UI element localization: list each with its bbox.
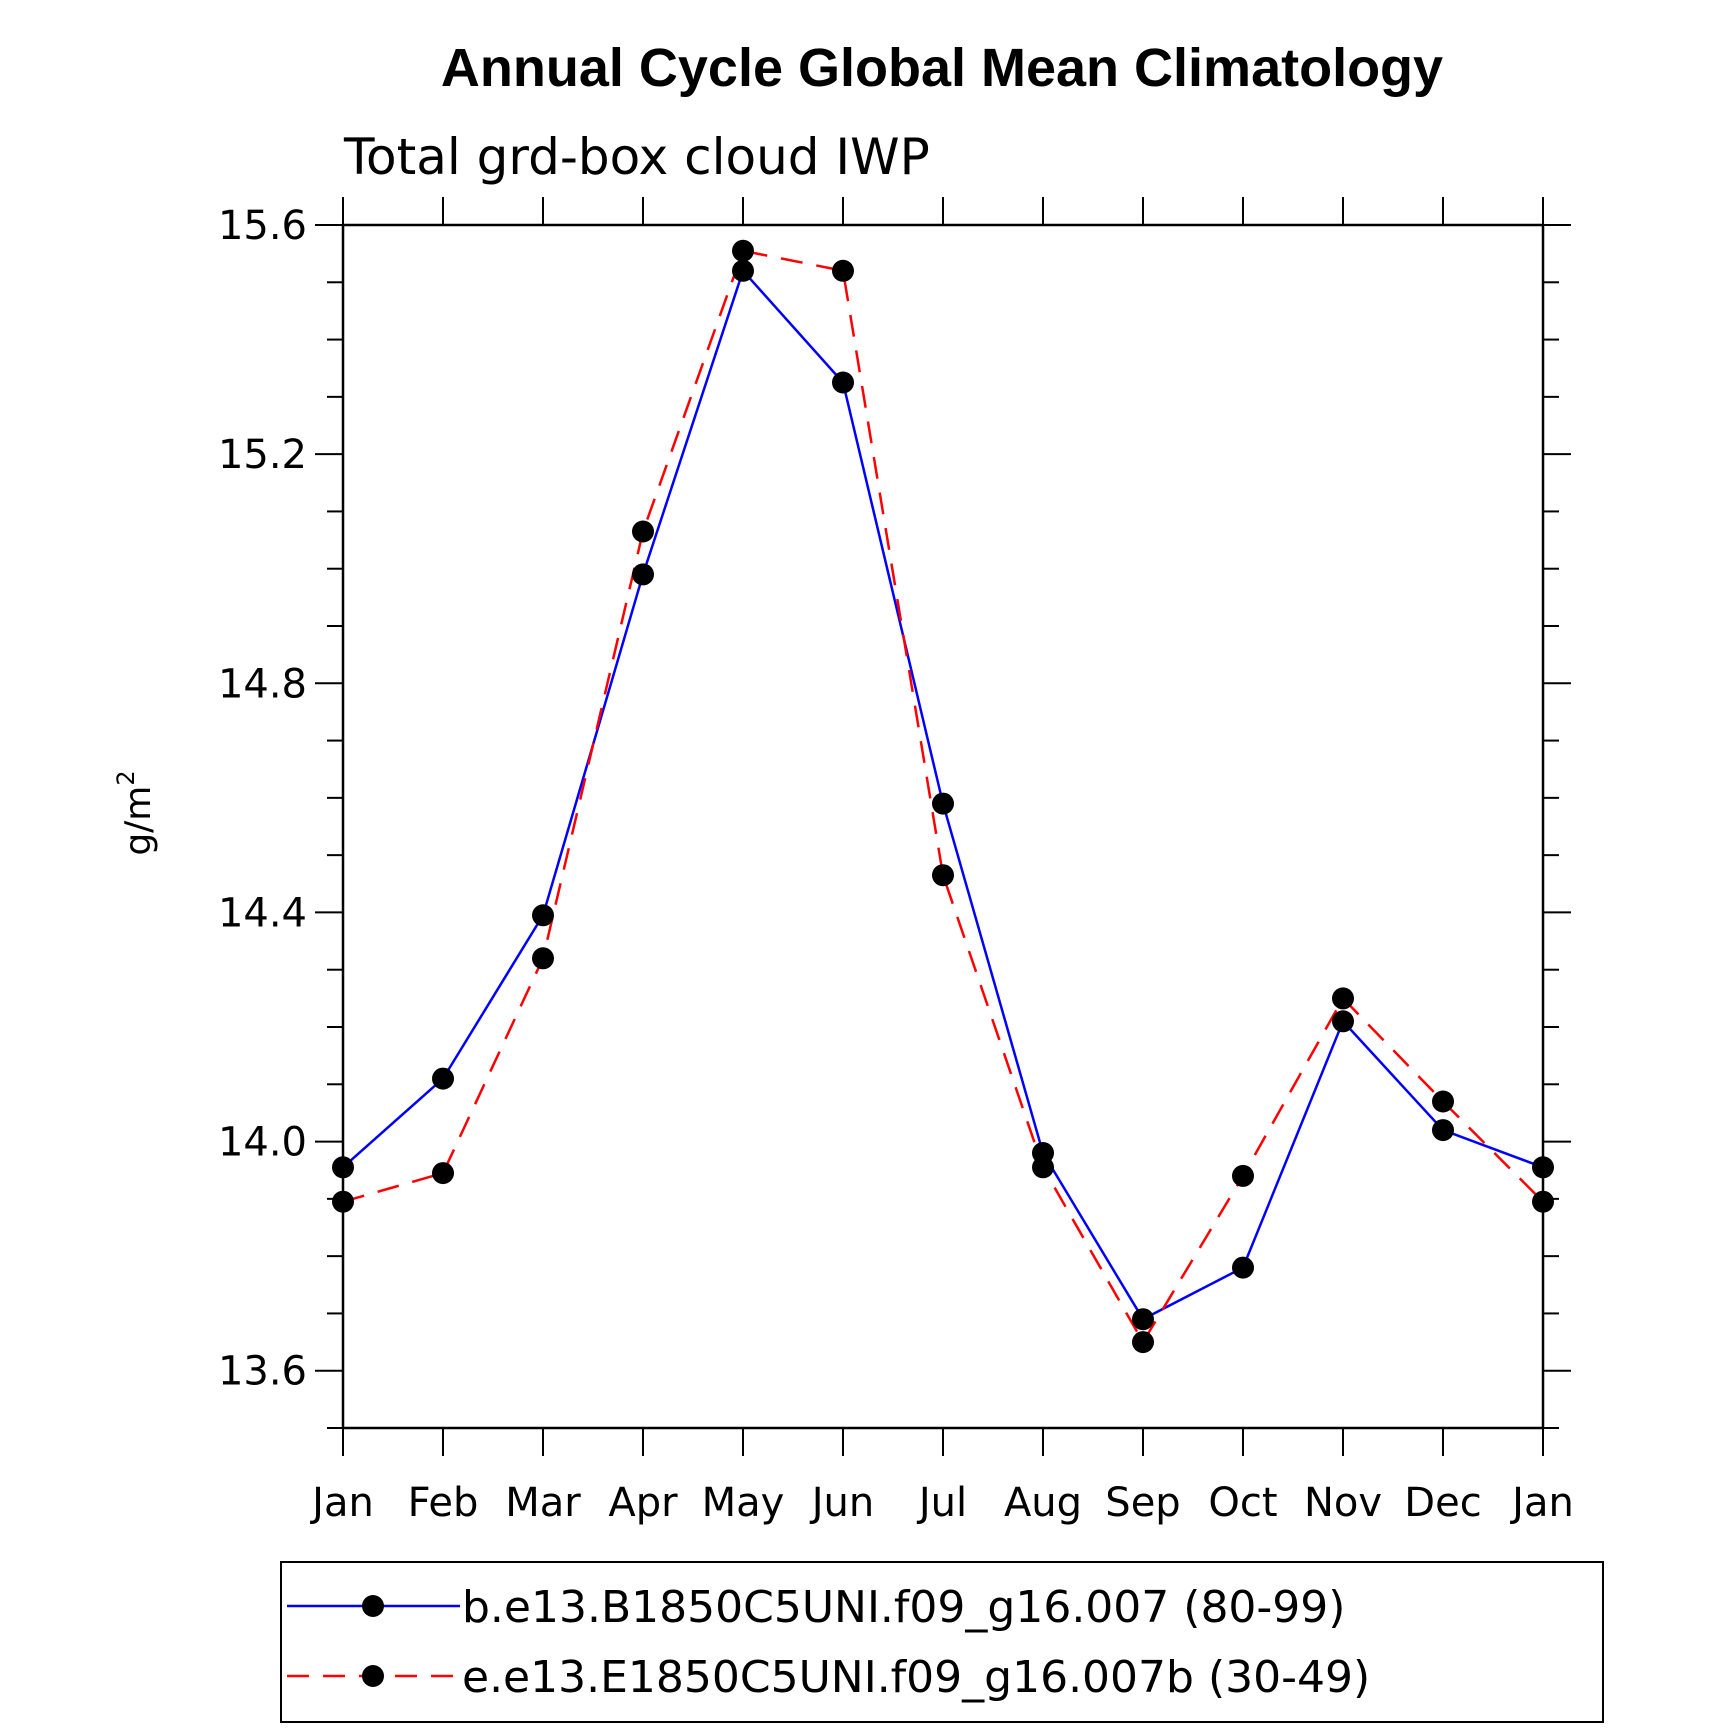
data-point-series-1 xyxy=(932,792,954,815)
data-point-series-2 xyxy=(332,1190,354,1213)
data-point-series-1 xyxy=(1432,1119,1454,1142)
data-point-series-1 xyxy=(632,563,654,586)
x-tick-label: Dec xyxy=(1404,1480,1481,1526)
data-point-series-1 xyxy=(832,371,854,394)
data-point-series-2 xyxy=(632,520,654,543)
data-point-series-1 xyxy=(1532,1156,1554,1179)
data-point-series-1 xyxy=(1332,1010,1354,1033)
y-axis-label-base: g/m xyxy=(118,786,159,856)
x-tick-label: Aug xyxy=(1004,1480,1082,1526)
x-tick-label: Apr xyxy=(608,1480,678,1526)
x-tick-label: Oct xyxy=(1208,1480,1277,1526)
y-tick-label: 15.6 xyxy=(218,203,307,249)
series-group xyxy=(332,239,1554,1354)
legend-marker-series-1 xyxy=(362,1595,384,1617)
x-tick-label: Jan xyxy=(309,1480,374,1526)
x-tick-label: May xyxy=(702,1480,785,1526)
legend-marker-series-2 xyxy=(362,1665,384,1687)
x-tick-label: Jun xyxy=(809,1480,875,1526)
legend-label-series-1: b.e13.B1850C5UNI.f09_g16.007 (80-99) xyxy=(462,1582,1345,1633)
x-tick-label: Jan xyxy=(1509,1480,1574,1526)
data-point-series-2 xyxy=(1432,1090,1454,1113)
y-axis-label-superscript: 2 xyxy=(112,770,140,785)
x-tick-labels: Jan Feb Mar Apr May Jun Jul Aug Sep Oct Nov Dec Jan xyxy=(309,1480,1574,1526)
data-point-series-2 xyxy=(832,259,854,282)
data-point-series-2 xyxy=(932,864,954,887)
data-point-series-1 xyxy=(532,904,554,927)
data-point-series-2 xyxy=(1332,987,1354,1010)
data-point-series-2 xyxy=(1532,1190,1554,1213)
data-point-series-2 xyxy=(532,947,554,970)
y-tick-label: 14.8 xyxy=(218,661,307,707)
data-point-series-2 xyxy=(732,239,754,262)
y-tick-label: 14.4 xyxy=(218,890,307,936)
y-tick-label: 15.2 xyxy=(218,432,307,478)
chart-subtitle: Total grd-box cloud IWP xyxy=(343,128,930,186)
data-point-series-1 xyxy=(732,259,754,282)
data-point-series-2 xyxy=(1132,1331,1154,1354)
data-point-series-2 xyxy=(1232,1164,1254,1187)
y-tick-label: 14.0 xyxy=(218,1120,307,1166)
y-tick-label: 13.6 xyxy=(218,1349,307,1395)
axes xyxy=(315,197,1571,1456)
legend: b.e13.B1850C5UNI.f09_g16.007 (80-99) e.e… xyxy=(280,1561,1604,1723)
x-tick-label: Mar xyxy=(505,1480,581,1526)
data-point-series-2 xyxy=(1032,1156,1054,1179)
legend-label-series-2: e.e13.E1850C5UNI.f09_g16.007b (30-49) xyxy=(462,1652,1370,1703)
x-tick-label: Jul xyxy=(916,1480,967,1526)
data-point-series-1 xyxy=(1132,1308,1154,1331)
data-point-series-1 xyxy=(332,1156,354,1179)
chart-title: Annual Cycle Global Mean Climatology xyxy=(441,38,1443,98)
data-point-series-2 xyxy=(432,1162,454,1185)
x-tick-label: Feb xyxy=(408,1480,479,1526)
plot-frame xyxy=(341,223,1545,1430)
data-point-series-1 xyxy=(432,1067,454,1090)
y-tick-labels: 13.6 14.0 14.4 14.8 15.2 15.6 xyxy=(218,203,307,1395)
legend-box xyxy=(280,1561,1604,1723)
y-axis-label: g/m2 xyxy=(112,770,159,855)
data-point-series-1 xyxy=(1232,1256,1254,1279)
x-tick-label: Sep xyxy=(1105,1480,1180,1526)
x-tick-label: Nov xyxy=(1304,1480,1382,1526)
